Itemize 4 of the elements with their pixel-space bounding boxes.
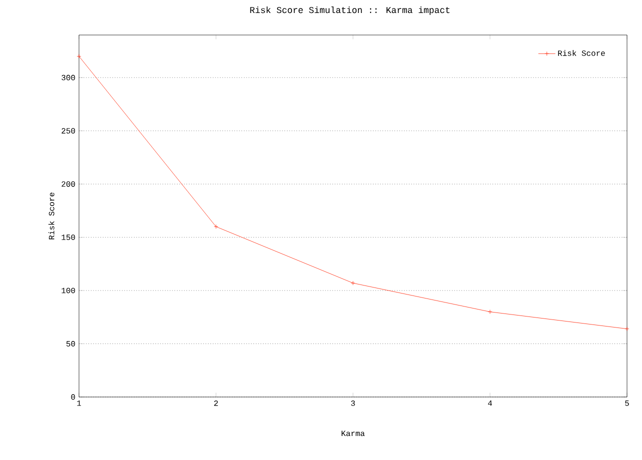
point	[350, 280, 356, 286]
point	[214, 224, 218, 229]
point	[488, 310, 492, 314]
chart-title: Risk Score Simulation :: Karma impact	[250, 6, 450, 15]
